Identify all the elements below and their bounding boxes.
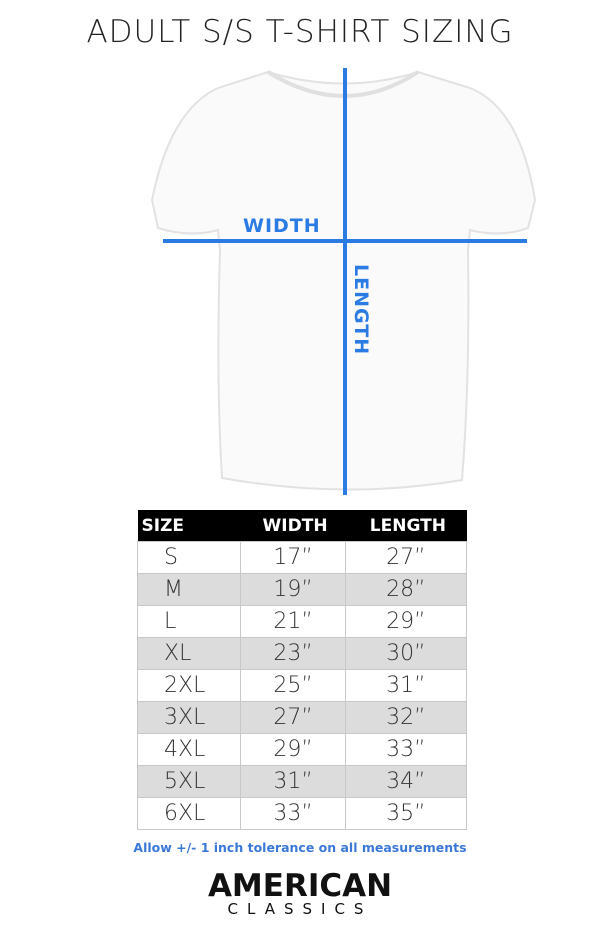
cell-width: 29” [240,733,346,766]
tolerance-note: Allow +/- 1 inch tolerance on all measur… [133,840,467,855]
cell-size: M [136,573,242,606]
table-row: S 17” 27” [136,541,468,574]
table-row: L 21” 29” [136,605,468,638]
cell-length: 29” [344,605,468,638]
cell-size: 4XL [136,733,242,766]
cell-width: 31” [240,765,346,798]
cell-size: 6XL [136,797,242,830]
cell-length: 33” [344,733,468,766]
cell-length: 35” [344,797,468,830]
header-length: LENGTH [345,510,467,542]
table-row: 4XL 29” 33” [136,733,468,766]
cell-size: 2XL [136,669,242,702]
table-row: 3XL 27” 32” [136,701,468,734]
table-header: SIZE WIDTH LENGTH [137,510,467,542]
cell-width: 17” [240,541,346,574]
cell-width: 23” [240,637,346,670]
table-row: M 19” 28” [136,573,468,606]
table-row: XL 23” 30” [136,637,468,670]
cell-length: 34” [344,765,468,798]
cell-length: 28” [344,573,468,606]
cell-width: 33” [240,797,346,830]
cell-width: 27” [240,701,346,734]
width-label: WIDTH [243,215,321,237]
cell-size: 3XL [136,701,242,734]
cell-size: S [136,541,242,574]
header-width: WIDTH [240,510,346,542]
brand-logo-line2: CLASSICS [227,900,373,918]
table-row: 6XL 33” 35” [136,797,468,830]
table-row: 2XL 25” 31” [136,669,468,702]
size-table: SIZE WIDTH LENGTH S 17” 27” M 19” 28” L 21” 29” X… [136,510,468,830]
cell-width: 21” [240,605,346,638]
cell-size: L [136,605,242,638]
cell-size: XL [136,637,242,670]
cell-length: 27” [344,541,468,574]
cell-length: 32” [344,701,468,734]
cell-length: 31” [344,669,468,702]
cell-size: 5XL [136,765,242,798]
cell-width: 25” [240,669,346,702]
header-size: SIZE [137,510,241,542]
t-shirt-diagram [150,68,537,495]
length-label: LENGTH [350,264,372,356]
cell-length: 30” [344,637,468,670]
brand-logo-line1: AMERICAN [207,868,393,904]
table-row: 5XL 31” 34” [136,765,468,798]
page-title: ADULT S/S T-SHIRT SIZING [86,14,514,50]
cell-width: 19” [240,573,346,606]
